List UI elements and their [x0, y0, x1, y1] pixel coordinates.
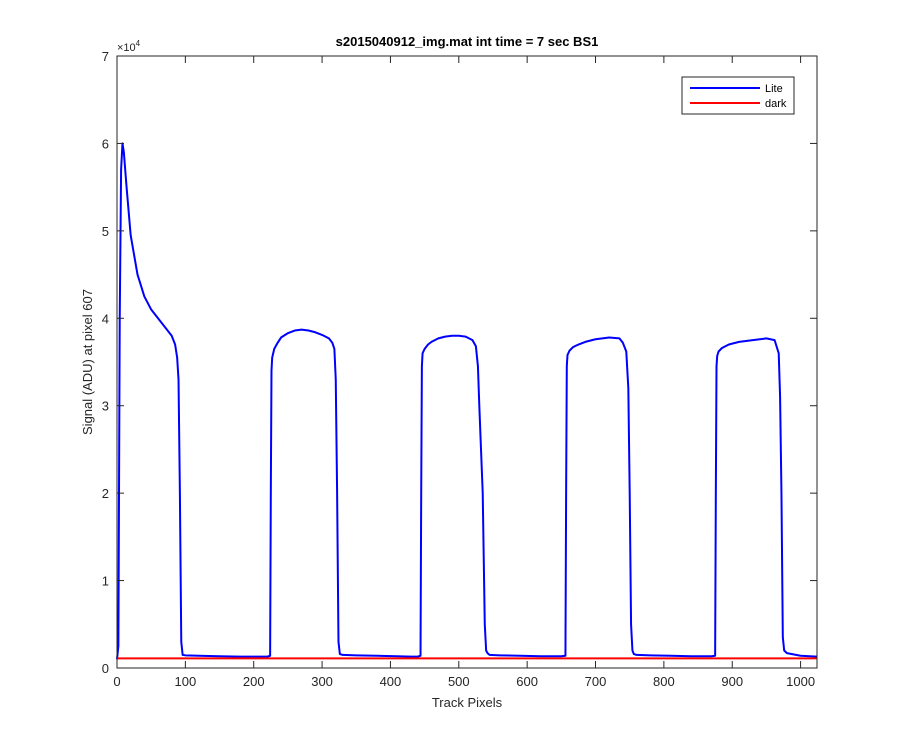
ticks-layer: 0 100 200 300 400 500 600 700 800 900 1000 0 1 2 3 4 5 6 7 [102, 49, 817, 689]
legend-label-dark: dark [765, 98, 787, 110]
x-tick-label: 1000 [786, 674, 815, 689]
y-axis-exponent: ×104 [117, 39, 141, 54]
y-tick-label: 0 [102, 661, 109, 676]
x-tick-label: 100 [175, 674, 197, 689]
x-tick-label: 0 [113, 674, 120, 689]
x-axis-label: Track Pixels [432, 695, 503, 710]
x-tick-label: 300 [311, 674, 333, 689]
y-axis-exponent-base: ×10 [117, 42, 136, 54]
legend-box [681, 76, 795, 115]
x-tick-label: 700 [585, 674, 607, 689]
y-tick-label: 7 [102, 49, 109, 64]
x-tick-label: 600 [516, 674, 538, 689]
chart-title: s2015040912_img.mat int time = 7 sec BS1 [336, 34, 599, 49]
plot-axes-box [116, 55, 818, 669]
y-axis-label: Signal (ADU) at pixel 607 [80, 289, 95, 435]
x-tick-label: 400 [380, 674, 402, 689]
series-line-lite [116, 142, 818, 660]
legend-label-lite: Lite [765, 83, 783, 95]
y-tick-label: 6 [102, 136, 109, 151]
x-tick-label: 900 [721, 674, 743, 689]
x-tick-label: 800 [653, 674, 675, 689]
y-tick-label: 4 [102, 311, 109, 326]
y-tick-label: 3 [102, 399, 109, 414]
y-tick-label: 1 [102, 574, 109, 589]
y-axis-exponent-power: 4 [136, 39, 141, 48]
y-tick-label: 2 [102, 486, 109, 501]
legend: Lite dark [681, 76, 795, 115]
series-layer [116, 142, 818, 660]
plot-background [117, 56, 817, 668]
x-tick-label: 200 [243, 674, 265, 689]
y-tick-label: 5 [102, 224, 109, 239]
x-tick-label: 500 [448, 674, 470, 689]
